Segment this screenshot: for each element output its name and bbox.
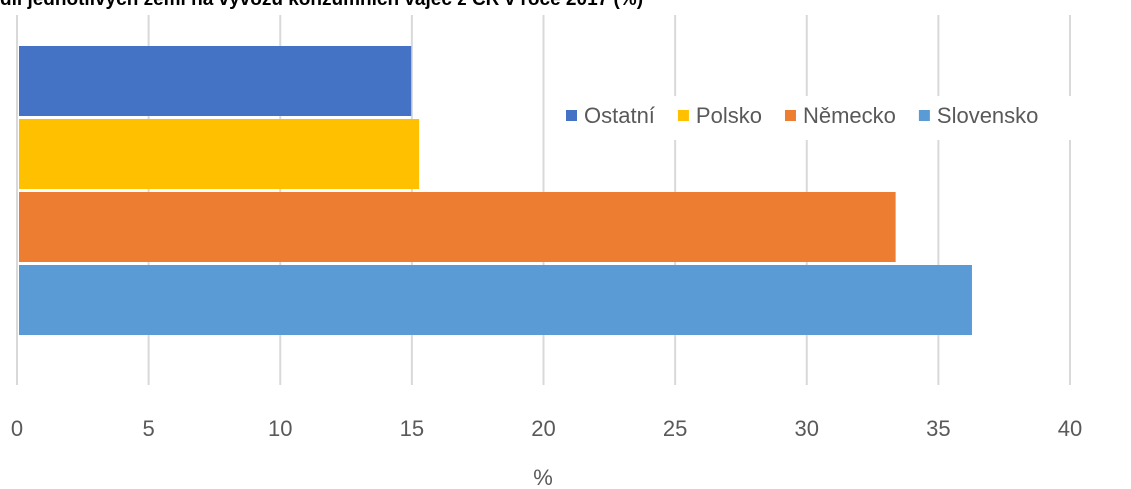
bar [19,119,420,189]
legend-swatch [918,110,930,121]
x-tick-label: 20 [531,416,555,441]
chart-title: díl jednotlivých zemí na vývozu konzumní… [0,0,643,10]
x-axis-label: % [533,465,553,489]
legend-label: Ostatní [584,103,655,128]
bar [19,192,896,262]
bar [19,46,412,116]
legend-swatch [677,110,689,121]
legend-swatch [784,110,796,121]
legend-background [555,96,1131,140]
x-tick-label: 10 [268,416,292,441]
x-tick-label: 15 [400,416,424,441]
bar [19,265,972,335]
x-tick-label: 5 [143,416,155,441]
legend-label: Polsko [696,103,762,128]
x-tick-label: 35 [926,416,950,441]
legend-swatch [566,110,577,121]
x-tick-label: 0 [11,416,23,441]
x-tick-label: 40 [1058,416,1082,441]
legend-label: Slovensko [937,103,1039,128]
x-tick-label: 30 [795,416,819,441]
legend-label: Německo [803,103,896,128]
x-tick-label: 25 [663,416,687,441]
